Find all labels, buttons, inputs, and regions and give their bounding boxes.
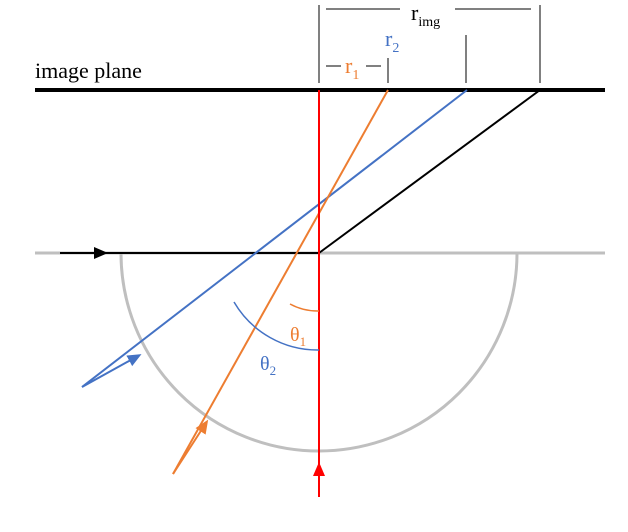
theta2-label: θ2 [260,353,276,378]
theta2-arc [233,301,320,351]
orange-ray [172,89,389,475]
theta1-label: θ1 [290,324,306,349]
black-ray-refracted [318,89,541,254]
orange-ray-arrow [172,419,209,475]
r1-label: r1 [345,53,359,83]
r-img-bracket [318,5,541,83]
blue-ray-arrow [81,354,142,388]
theta1-arc [289,303,320,312]
blue-ray [81,89,468,388]
r-img-label: rimg [411,0,440,30]
image-plane-label: image plane [35,58,142,83]
r2-label: r2 [385,26,399,56]
